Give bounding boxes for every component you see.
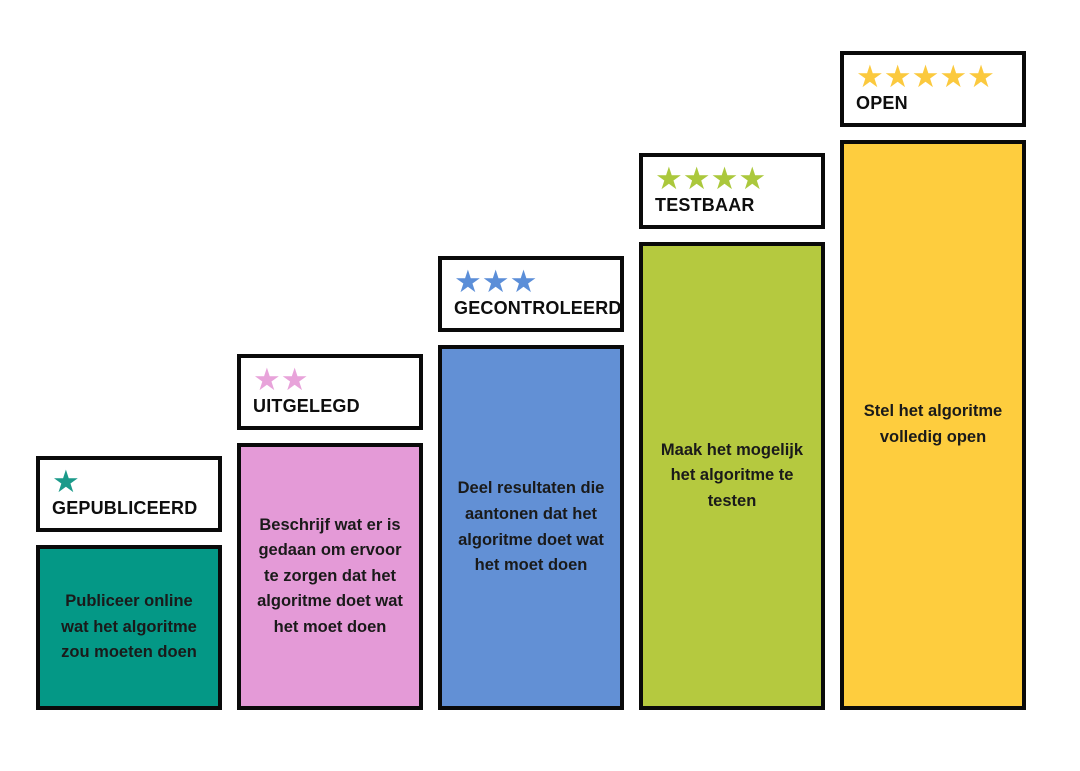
level-description: Maak het mogelijk het algoritme te teste… (660, 440, 804, 510)
star-icons: ★★★ (454, 263, 538, 299)
level-label-box: ★ GEPUBLICEERD (36, 455, 222, 532)
level-label-box: ★★ UITGELEGD (237, 353, 423, 430)
maturity-columns: ★ GEPUBLICEERD Publiceer online wat het … (36, 0, 1044, 710)
maturity-level-column: ★ GEPUBLICEERD Publiceer online wat het … (36, 455, 222, 710)
level-name: OPEN (856, 93, 908, 114)
level-description: Deel resultaten die aantonen dat het alg… (457, 479, 605, 575)
level-bar: Publiceer online wat het algoritme zou m… (36, 545, 222, 710)
maturity-level-column: ★★★ GECONTROLEERD Deel resultaten die aa… (438, 255, 624, 710)
level-bar: Maak het mogelijk het algoritme te teste… (639, 242, 825, 710)
level-bar: Beschrijf wat er is gedaan om ervoor te … (237, 443, 423, 710)
level-name: UITGELEGD (253, 396, 360, 417)
level-description: Beschrijf wat er is gedaan om ervoor te … (257, 515, 403, 636)
level-name: GECONTROLEERD (454, 298, 622, 319)
maturity-level-column: ★★ UITGELEGD Beschrijf wat er is gedaan … (237, 353, 423, 710)
maturity-level-column: ★★★★★ OPEN Stel het algoritme volledig o… (840, 50, 1026, 710)
level-description: Publiceer online wat het algoritme zou m… (61, 592, 197, 662)
star-icons: ★★★★ (655, 160, 767, 196)
level-label-box: ★★★ GECONTROLEERD (438, 255, 624, 332)
level-description: Stel het algoritme volledig open (863, 402, 1003, 446)
star-icons: ★★★★★ (856, 58, 995, 94)
level-name: GEPUBLICEERD (52, 498, 198, 519)
level-label-box: ★★★★ TESTBAAR (639, 152, 825, 229)
level-name: TESTBAAR (655, 195, 755, 216)
level-bar: Stel het algoritme volledig open (840, 140, 1026, 710)
level-label-box: ★★★★★ OPEN (840, 50, 1026, 127)
level-bar: Deel resultaten die aantonen dat het alg… (438, 345, 624, 710)
star-icons: ★ (52, 463, 80, 499)
star-icons: ★★ (253, 361, 309, 397)
maturity-level-column: ★★★★ TESTBAAR Maak het mogelijk het algo… (639, 152, 825, 710)
